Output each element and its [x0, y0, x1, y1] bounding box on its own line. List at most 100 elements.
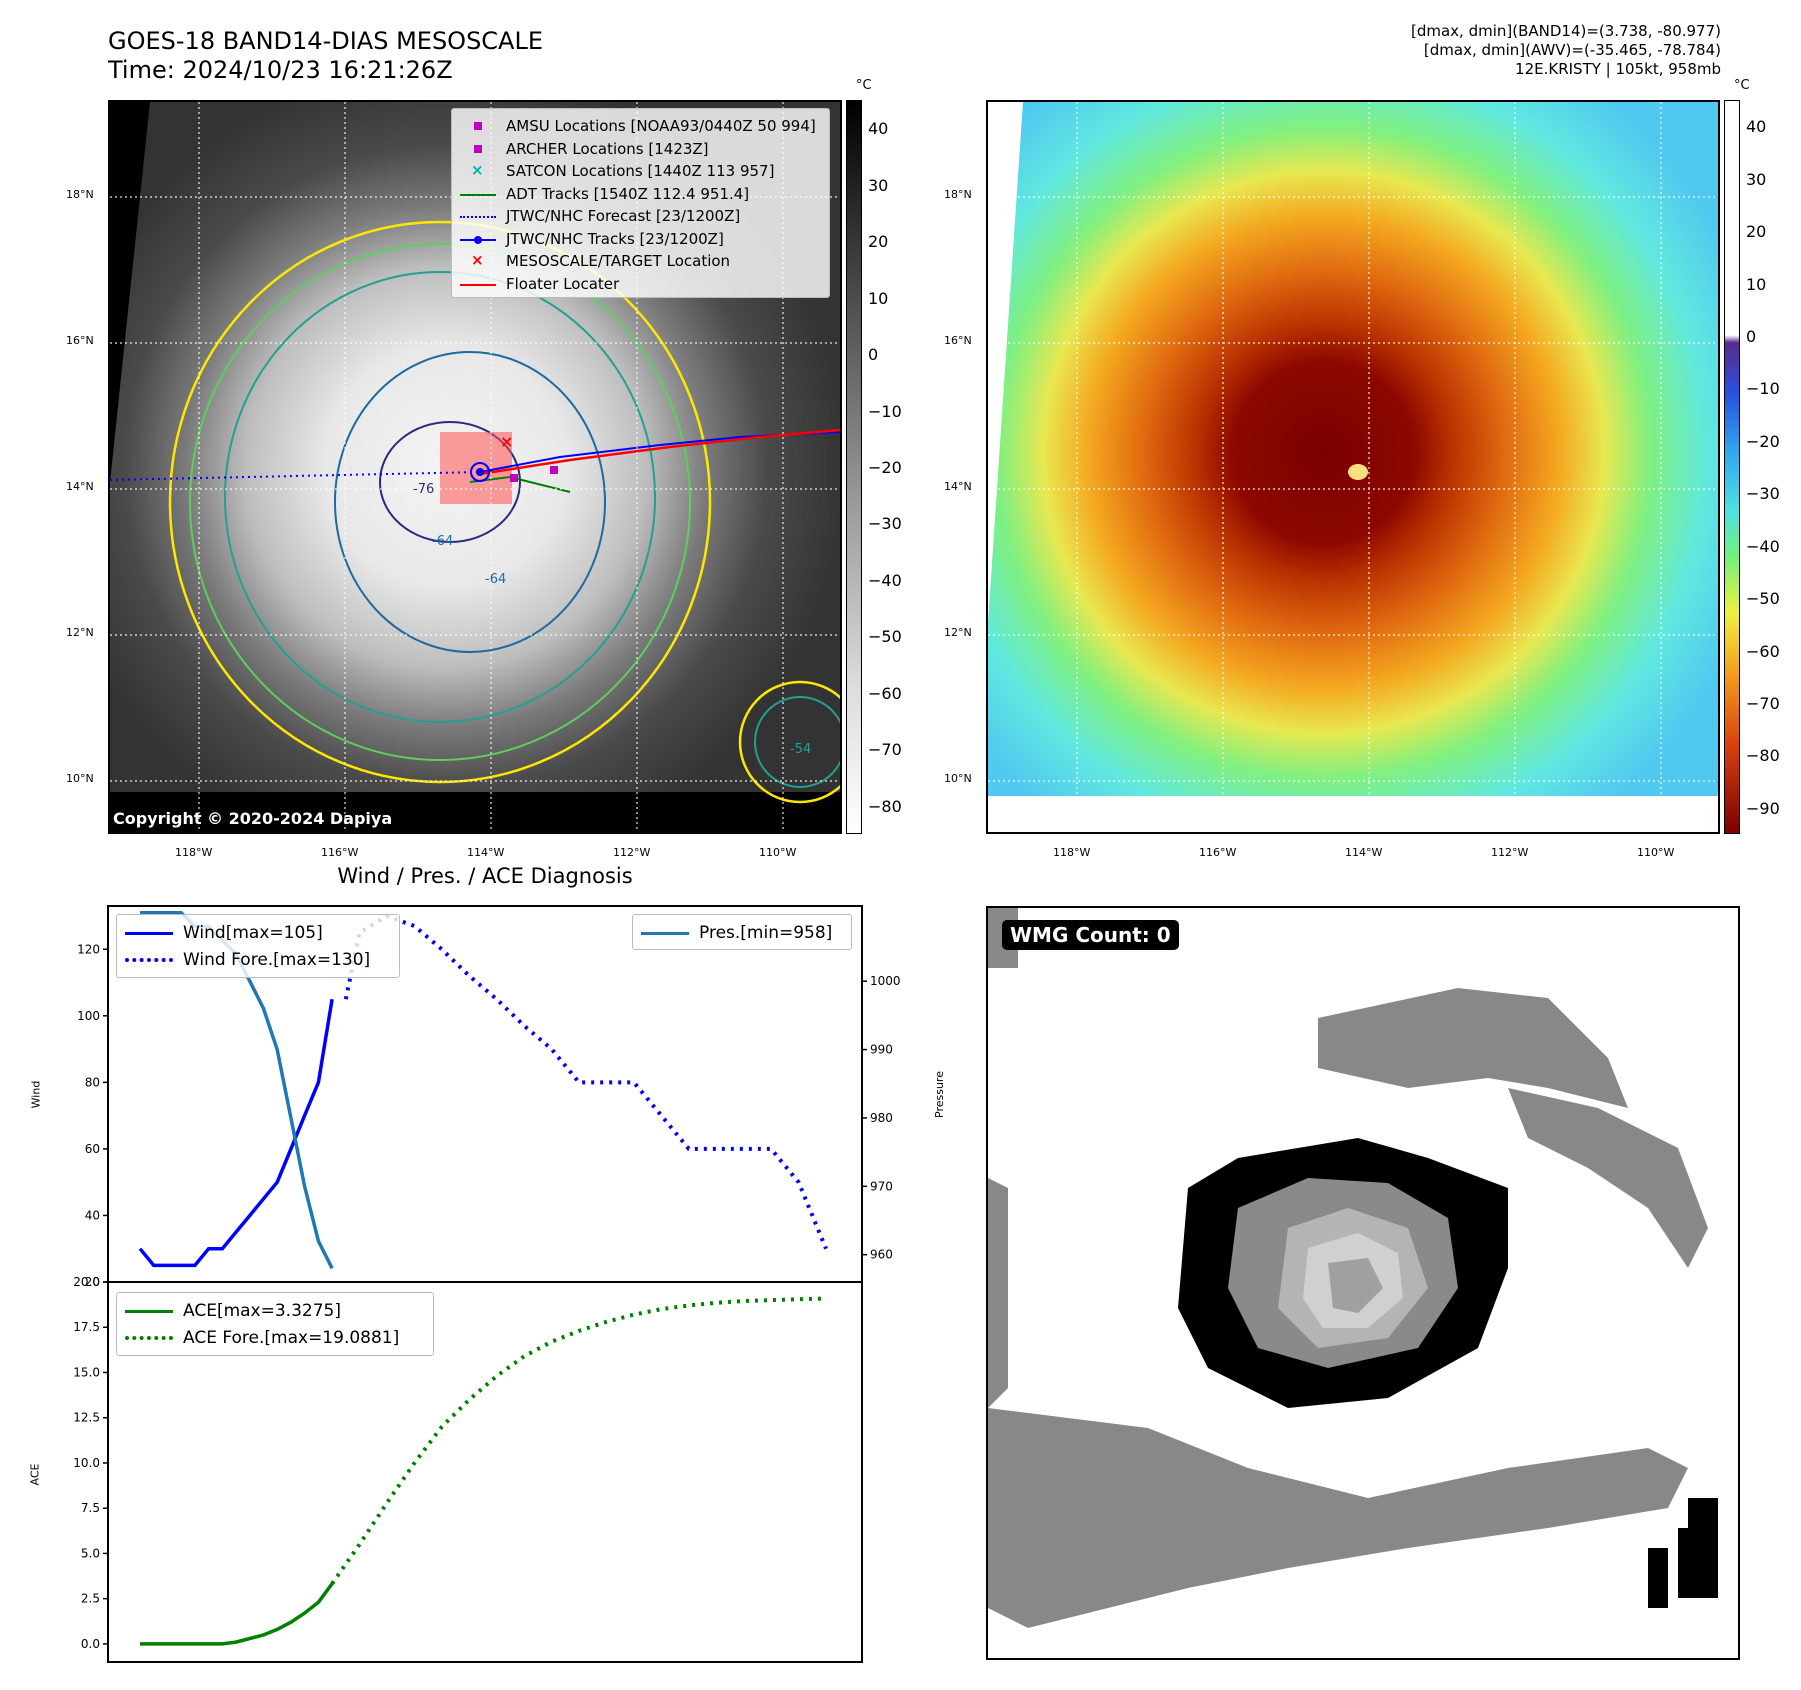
awv-lat-label: 10°N — [944, 772, 972, 785]
awv-lat-label: 16°N — [944, 334, 972, 347]
ir-lat-label: 10°N — [66, 772, 94, 785]
diagnosis-chart: 20 40 60 80 100 120 960 970 980 990 1000 0.0 2.5 5.… — [73, 905, 901, 1663]
legend-label: JTWC/NHC Tracks [23/1200Z] — [506, 229, 724, 248]
wind-tick-label: 100 — [77, 1009, 100, 1023]
copyright-text: Copyright © 2020-2024 Dapiya — [113, 809, 393, 828]
ace-observed-line — [140, 1582, 334, 1646]
legend-key-dotted-icon — [125, 1331, 173, 1345]
awv-lon-label: 118°W — [1053, 846, 1091, 859]
contour-label-76: -76 — [413, 482, 435, 497]
awv-colorbar-tick: 30 — [1746, 169, 1767, 189]
legend-label: AMSU Locations [NOAA93/0440Z 50 994] — [506, 117, 816, 136]
awv-map-image — [988, 102, 1718, 832]
awv-colorbar-tick: −80 — [1746, 746, 1780, 766]
ir-lat-label: 18°N — [66, 188, 94, 201]
ir-lat-label: 12°N — [66, 626, 94, 639]
awv-lat-label: 12°N — [944, 626, 972, 639]
ace-tick-label: 20.0 — [73, 1275, 100, 1289]
ir-colorbar-tick: −30 — [868, 514, 902, 534]
legend-label: ADT Tracks [1540Z 112.4 951.4] — [506, 184, 750, 203]
storm-info: [dmax, dmin](BAND14)=(3.738, -80.977) [d… — [1411, 22, 1721, 79]
legend-label: JTWC/NHC Forecast [23/1200Z] — [506, 207, 741, 226]
awv-map-panel — [986, 100, 1720, 834]
awv-colorbar-tick: −20 — [1746, 431, 1780, 451]
ace-tick-label: 2.5 — [81, 1592, 100, 1606]
ace-tick-label: 5.0 — [81, 1546, 100, 1560]
ir-colorbar-tick: 40 — [868, 119, 889, 139]
figure-title: GOES-18 BAND14-DIAS MESOSCALE Time: 2024… — [108, 27, 543, 85]
pressure-legend: Pres.[min=958] — [632, 914, 852, 950]
legend-label: ACE Fore.[max=19.0881] — [183, 1327, 400, 1348]
ir-colorbar-unit: °C — [856, 78, 872, 93]
legend-item-floater: Floater Locater — [460, 273, 821, 296]
awv-lat-label: 18°N — [944, 188, 972, 201]
ir-lon-label: 114°W — [467, 846, 505, 859]
legend-label: Pres.[min=958] — [699, 922, 833, 943]
awv-colorbar-unit: °C — [1734, 78, 1750, 93]
ir-colorbar-tick: −40 — [868, 570, 902, 590]
ir-colorbar-tick: −20 — [868, 458, 902, 477]
awv-lon-label: 114°W — [1345, 846, 1383, 859]
awv-colorbar-tick: −40 — [1746, 536, 1780, 556]
awv-colorbar-tick: 0 — [1746, 326, 1757, 346]
wind-tick-label: 60 — [85, 1142, 100, 1156]
diagnosis-title: Wind / Pres. / ACE Diagnosis — [337, 864, 633, 888]
legend-key-line-icon — [125, 926, 173, 940]
legend-key-x-icon: × — [471, 251, 484, 270]
ir-lon-label: 110°W — [759, 846, 797, 859]
wind-axis-label: Wind — [29, 1080, 43, 1109]
legend-item-forecast: JTWC/NHC Forecast [23/1200Z] — [460, 205, 821, 228]
ace-tick-label: 15.0 — [73, 1365, 100, 1379]
awv-colorbar-tick: −30 — [1746, 484, 1780, 504]
ir-colorbar-tick: −80 — [868, 796, 902, 816]
legend-key-line-dot-icon — [460, 232, 496, 246]
legend-label: Wind Fore.[max=130] — [183, 949, 371, 970]
ir-colorbar-tick: 20 — [868, 232, 889, 252]
legend-key-x-icon: × — [471, 161, 484, 180]
ace-forecast-line — [330, 1296, 827, 1585]
awv-lat-label: 14°N — [944, 480, 972, 493]
ace-axis-label: ACE — [28, 1463, 42, 1486]
legend-label: ARCHER Locations [1423Z] — [506, 139, 709, 158]
legend-key-line-icon — [460, 187, 496, 201]
ace-tick-label: 10.0 — [73, 1456, 100, 1470]
ace-series-layer — [140, 1296, 827, 1646]
wind-tick-label: 20 — [85, 1275, 100, 1289]
awv-lon-label: 110°W — [1637, 846, 1675, 859]
pressure-axis-label: Pressure — [932, 1071, 946, 1118]
legend-key-square-icon — [460, 119, 496, 133]
legend-item-target: × MESOSCALE/TARGET Location — [460, 250, 821, 273]
ir-colorbar-tick: 10 — [868, 288, 889, 308]
awv-colorbar-tick: 10 — [1746, 274, 1767, 294]
awv-colorbar-tick: 40 — [1746, 117, 1767, 137]
ace-tick-label: 12.5 — [73, 1411, 100, 1425]
title-line-1: GOES-18 BAND14-DIAS MESOSCALE — [108, 27, 544, 55]
awv-colorbar-tick: 20 — [1746, 222, 1767, 242]
wmg-panel: WMG Count: 0 — [986, 906, 1740, 1660]
awv-colorbar-tick: −70 — [1746, 693, 1780, 713]
legend-label: Floater Locater — [506, 274, 620, 293]
ace-tick-label: 17.5 — [73, 1320, 100, 1334]
ace-tick-label: 7.5 — [81, 1501, 100, 1515]
legend-item-tracks: JTWC/NHC Tracks [23/1200Z] — [460, 228, 821, 251]
ir-lat-label: 14°N — [66, 480, 94, 493]
ir-colorbar-tick: −50 — [868, 627, 902, 647]
wind-observed-line — [138, 998, 334, 1268]
pressure-tick-label: 980 — [870, 1111, 893, 1125]
ace-tick-label: 0.0 — [81, 1637, 100, 1651]
contour-label-54: -54 — [790, 742, 812, 757]
legend-key-dotted-icon — [460, 209, 496, 223]
wmg-image — [988, 908, 1718, 1628]
ir-map-legend: AMSU Locations [NOAA93/0440Z 50 994] ARC… — [451, 108, 830, 298]
ir-colorbar-tick: −10 — [868, 401, 902, 421]
legend-item-archer: ARCHER Locations [1423Z] — [460, 138, 821, 161]
legend-item-wind-forecast: Wind Fore.[max=130] — [125, 946, 391, 973]
title-line-2: Time: 2024/10/23 16:21:26Z — [108, 56, 453, 84]
legend-item-adt: ADT Tracks [1540Z 112.4 951.4] — [460, 183, 821, 206]
ir-map-panel: × -76 -64 -64 -54 Copyright © 2020-2024 … — [108, 100, 842, 834]
contour-label-64b: -64 — [485, 572, 507, 587]
info-line-2: [dmax, dmin](AWV)=(-35.465, -78.784) — [1423, 41, 1721, 59]
ir-lat-label: 16°N — [66, 334, 94, 347]
awv-colorbar-tick: −60 — [1746, 641, 1780, 661]
svg-text:×: × — [500, 432, 513, 451]
